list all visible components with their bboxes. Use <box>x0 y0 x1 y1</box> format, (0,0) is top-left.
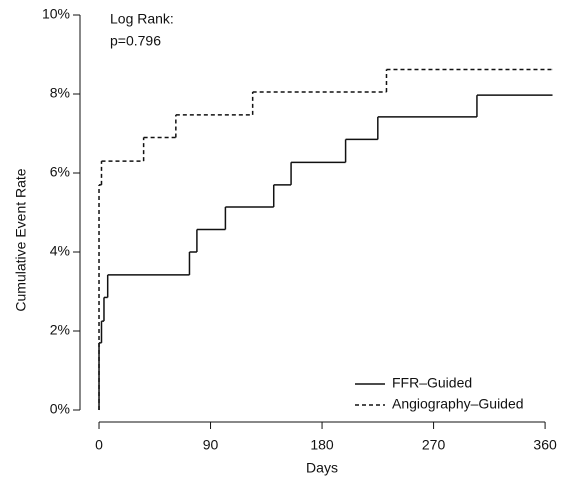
legend-label: FFR–Guided <box>392 375 472 391</box>
legend-label: Angiography–Guided <box>392 396 524 412</box>
x-axis-label: Days <box>306 460 338 476</box>
x-tick-label: 180 <box>310 437 334 453</box>
y-tick-label: 2% <box>50 322 70 338</box>
y-tick-label: 6% <box>50 164 70 180</box>
x-tick-label: 0 <box>95 437 103 453</box>
x-tick-label: 270 <box>422 437 446 453</box>
annotation: Log Rank: <box>110 11 174 27</box>
annotation: p=0.796 <box>110 33 161 49</box>
x-tick-label: 360 <box>533 437 557 453</box>
y-axis-label: Cumulative Event Rate <box>13 168 29 311</box>
y-tick-label: 0% <box>50 401 70 417</box>
y-tick-label: 4% <box>50 243 70 259</box>
x-tick-label: 90 <box>203 437 219 453</box>
y-tick-label: 10% <box>42 6 70 22</box>
y-tick-label: 8% <box>50 85 70 101</box>
